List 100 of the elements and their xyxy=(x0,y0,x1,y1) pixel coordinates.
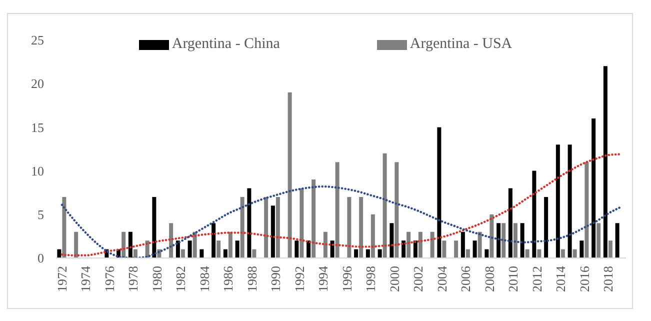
bar xyxy=(544,196,548,258)
bar xyxy=(413,240,418,258)
x-tick-label: 1988 xyxy=(244,266,260,292)
x-tick-label: 1976 xyxy=(102,266,117,292)
bar xyxy=(402,240,406,258)
x-tick-label: 1990 xyxy=(268,266,284,292)
bar xyxy=(430,232,434,258)
bar xyxy=(418,232,422,258)
bar xyxy=(62,196,66,258)
bar xyxy=(478,232,482,258)
x-tick-label: 1992 xyxy=(292,266,307,292)
bar xyxy=(382,153,387,258)
bar xyxy=(454,240,458,258)
bar xyxy=(406,232,411,258)
bar xyxy=(572,249,577,258)
x-tick-label: 2004 xyxy=(434,266,450,292)
bar xyxy=(288,92,292,258)
x-tick-label: 1980 xyxy=(149,266,164,292)
bar xyxy=(596,223,601,258)
bar xyxy=(122,232,126,258)
bar xyxy=(466,249,470,258)
y-tick-label: 10 xyxy=(31,163,44,178)
bar xyxy=(592,118,596,258)
bar xyxy=(472,240,477,258)
bar xyxy=(252,249,256,258)
bar xyxy=(378,249,382,258)
line-series xyxy=(60,185,622,258)
bar xyxy=(223,249,228,258)
bar xyxy=(390,223,394,258)
bar xyxy=(323,232,328,258)
bar xyxy=(568,144,572,258)
bar xyxy=(437,127,442,258)
bar xyxy=(496,223,501,258)
bar xyxy=(354,249,358,258)
bar xyxy=(169,223,174,258)
bar xyxy=(513,223,518,258)
bar xyxy=(264,196,268,258)
bar xyxy=(300,188,304,258)
bar xyxy=(152,196,156,258)
bar xyxy=(556,144,560,258)
bar xyxy=(615,223,620,258)
bar xyxy=(460,232,465,258)
x-tick-label: 2006 xyxy=(458,266,474,292)
x-tick-label: 2014 xyxy=(553,266,568,292)
bar xyxy=(537,249,542,258)
x-tick-label: 2002 xyxy=(410,266,426,292)
bar xyxy=(359,196,364,258)
bar xyxy=(580,240,584,258)
line-series xyxy=(60,153,622,256)
bar xyxy=(502,223,506,258)
bar xyxy=(584,162,589,258)
bar xyxy=(235,240,240,258)
bar xyxy=(180,249,185,258)
y-tick-label: 0 xyxy=(38,250,44,266)
bar xyxy=(366,249,370,258)
bar xyxy=(128,232,132,258)
bar xyxy=(240,196,244,258)
bar xyxy=(74,232,78,258)
x-tick-label: 2000 xyxy=(386,266,402,292)
x-tick-label: 1974 xyxy=(78,266,94,292)
bar xyxy=(276,196,280,258)
legend-label: Argentina - China xyxy=(172,36,280,53)
x-tick-label: 2018 xyxy=(600,266,616,292)
x-tick-label: 1984 xyxy=(196,266,212,292)
bar xyxy=(608,240,612,258)
bar xyxy=(247,188,252,258)
bar xyxy=(394,162,399,258)
bar xyxy=(188,240,192,258)
x-tick-label: 1998 xyxy=(363,266,378,292)
x-tick-label: 2008 xyxy=(482,266,497,292)
bar xyxy=(228,232,232,258)
bar xyxy=(560,249,565,258)
x-tick-label: 1972 xyxy=(54,266,70,292)
bar xyxy=(347,196,352,258)
bar xyxy=(508,188,512,258)
y-tick-label: 5 xyxy=(38,207,44,222)
bar xyxy=(212,223,216,258)
legend-label: Argentina - USA xyxy=(410,36,512,53)
x-tick-label: 1994 xyxy=(316,266,331,292)
y-tick-label: 15 xyxy=(31,120,44,135)
bar xyxy=(520,223,524,258)
bar xyxy=(330,240,334,258)
bar xyxy=(603,66,608,258)
bar xyxy=(490,214,494,258)
y-tick-label: 20 xyxy=(31,76,44,92)
bar xyxy=(270,206,275,258)
x-tick-label: 2012 xyxy=(529,266,544,292)
bar xyxy=(442,240,446,258)
bar xyxy=(484,249,489,258)
x-tick-label: 2016 xyxy=(576,266,592,292)
x-tick-label: 1978 xyxy=(126,266,141,292)
bar xyxy=(370,214,375,258)
bar xyxy=(532,170,536,258)
x-tick-label: 1996 xyxy=(339,266,354,292)
bar xyxy=(312,180,316,258)
bar xyxy=(216,240,221,258)
x-tick-label: 1986 xyxy=(220,266,236,292)
bar xyxy=(294,240,299,258)
x-tick-label: 1982 xyxy=(173,266,188,292)
bar xyxy=(335,162,340,258)
